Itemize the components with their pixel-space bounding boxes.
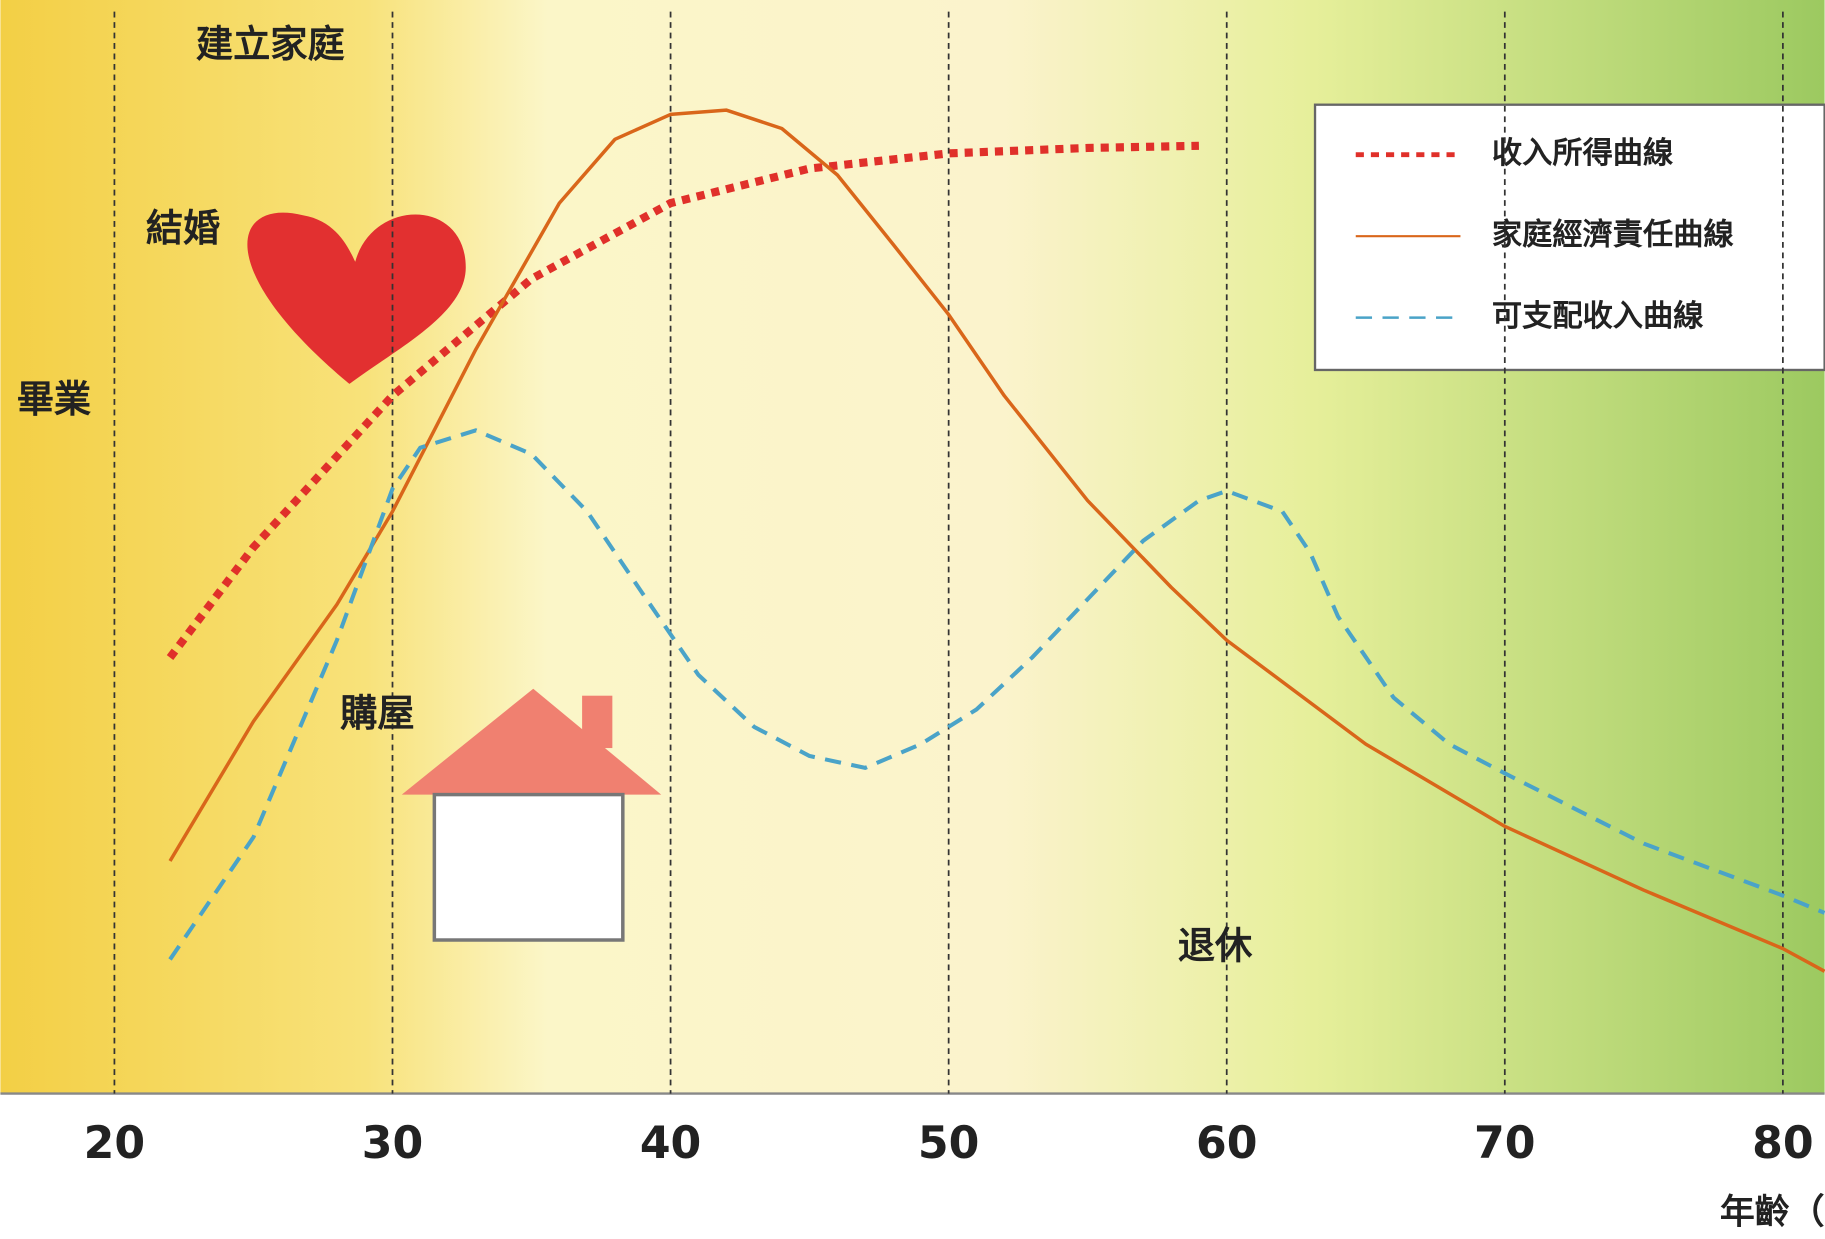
- x-tick-label: 30: [362, 1118, 424, 1169]
- x-tick-label: 60: [1196, 1118, 1258, 1169]
- x-tick-label: 20: [84, 1118, 146, 1169]
- annotation: 畢業: [17, 377, 92, 421]
- line-solid: [168, 108, 1825, 973]
- heart-icon: [247, 212, 466, 384]
- annotation: 購屋: [340, 691, 414, 735]
- house-icon: [401, 688, 662, 942]
- x-axis-label: 年齡（歲）: [1720, 1192, 1825, 1232]
- annotation: 退休: [1178, 924, 1253, 968]
- line-dashed: [168, 428, 1825, 961]
- annotation: 建立家庭: [196, 22, 345, 66]
- legend-label: 收入所得曲線: [1492, 136, 1673, 171]
- annotation: 結婚: [146, 206, 220, 250]
- x-tick-label: 80: [1752, 1118, 1814, 1169]
- legend-label: 家庭經濟責任曲線: [1492, 217, 1734, 253]
- x-tick-label: 70: [1474, 1118, 1536, 1169]
- x-tick-label: 50: [918, 1118, 980, 1169]
- x-tick-label: 40: [640, 1118, 702, 1169]
- legend-label: 可支配收入曲線: [1492, 299, 1704, 334]
